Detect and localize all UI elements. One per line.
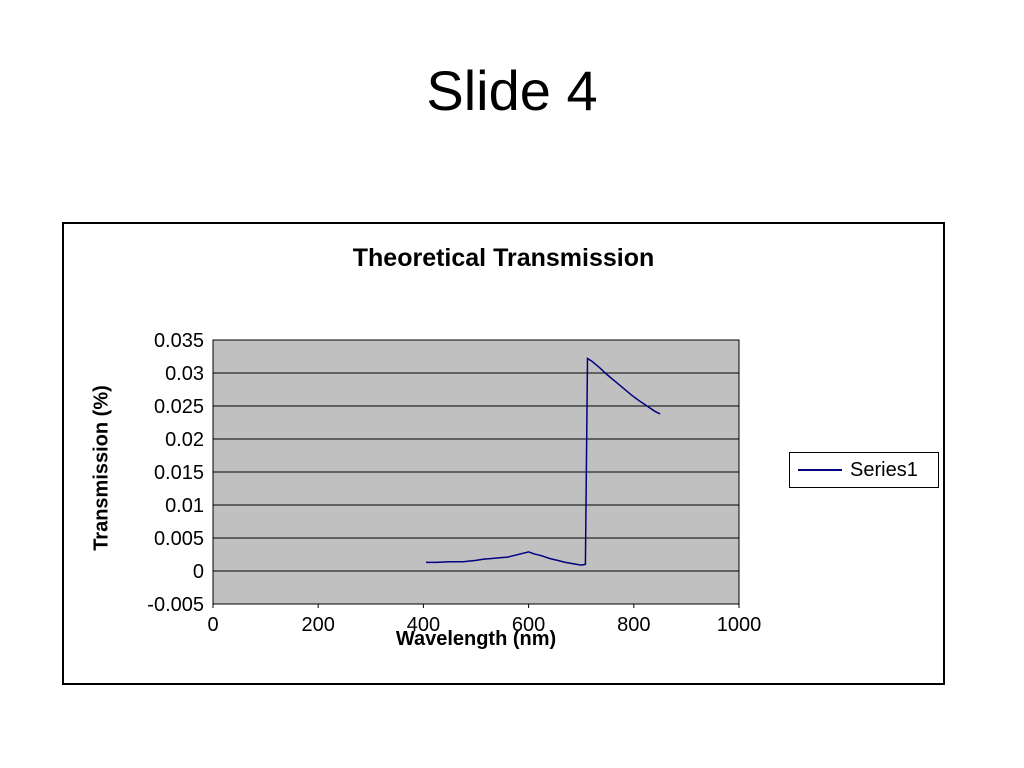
- legend-line-sample-icon: [798, 469, 842, 471]
- x-tick-label: 200: [302, 614, 335, 636]
- y-tick-label: 0: [193, 561, 204, 583]
- y-tick-label: 0.035: [154, 330, 204, 352]
- legend: Series1: [789, 452, 939, 488]
- y-axis-label: Transmission (%): [90, 385, 113, 551]
- slide-title: Slide 4: [426, 59, 598, 122]
- x-tick-label: 400: [407, 614, 440, 636]
- x-tick-label: 0: [207, 614, 218, 636]
- x-tick-label: 800: [617, 614, 650, 636]
- y-tick-label: 0.03: [165, 363, 204, 385]
- x-axis-label: Wavelength (nm): [395, 628, 557, 650]
- y-tick-label: 0.005: [154, 528, 204, 550]
- y-tick-label: 0.02: [165, 429, 204, 451]
- y-tick-label: 0.025: [154, 396, 204, 418]
- legend-series-label: Series1: [850, 458, 918, 481]
- plot-area: -0.00500.0050.010.0150.020.0250.030.0350…: [147, 330, 762, 636]
- y-tick-label: -0.005: [147, 594, 204, 616]
- chart-title: Theoretical Transmission: [352, 244, 655, 272]
- x-tick-label: 1000: [717, 614, 762, 636]
- x-tick-label: 600: [512, 614, 545, 636]
- series-line: [426, 357, 661, 566]
- chart-frame[interactable]: -0.005 0 0.005 0.01 0.015 0.02 0.025 0.03 0.035 0…: [62, 222, 945, 685]
- y-tick-label: 0.015: [154, 462, 204, 484]
- y-tick-label: 0.01: [165, 495, 204, 517]
